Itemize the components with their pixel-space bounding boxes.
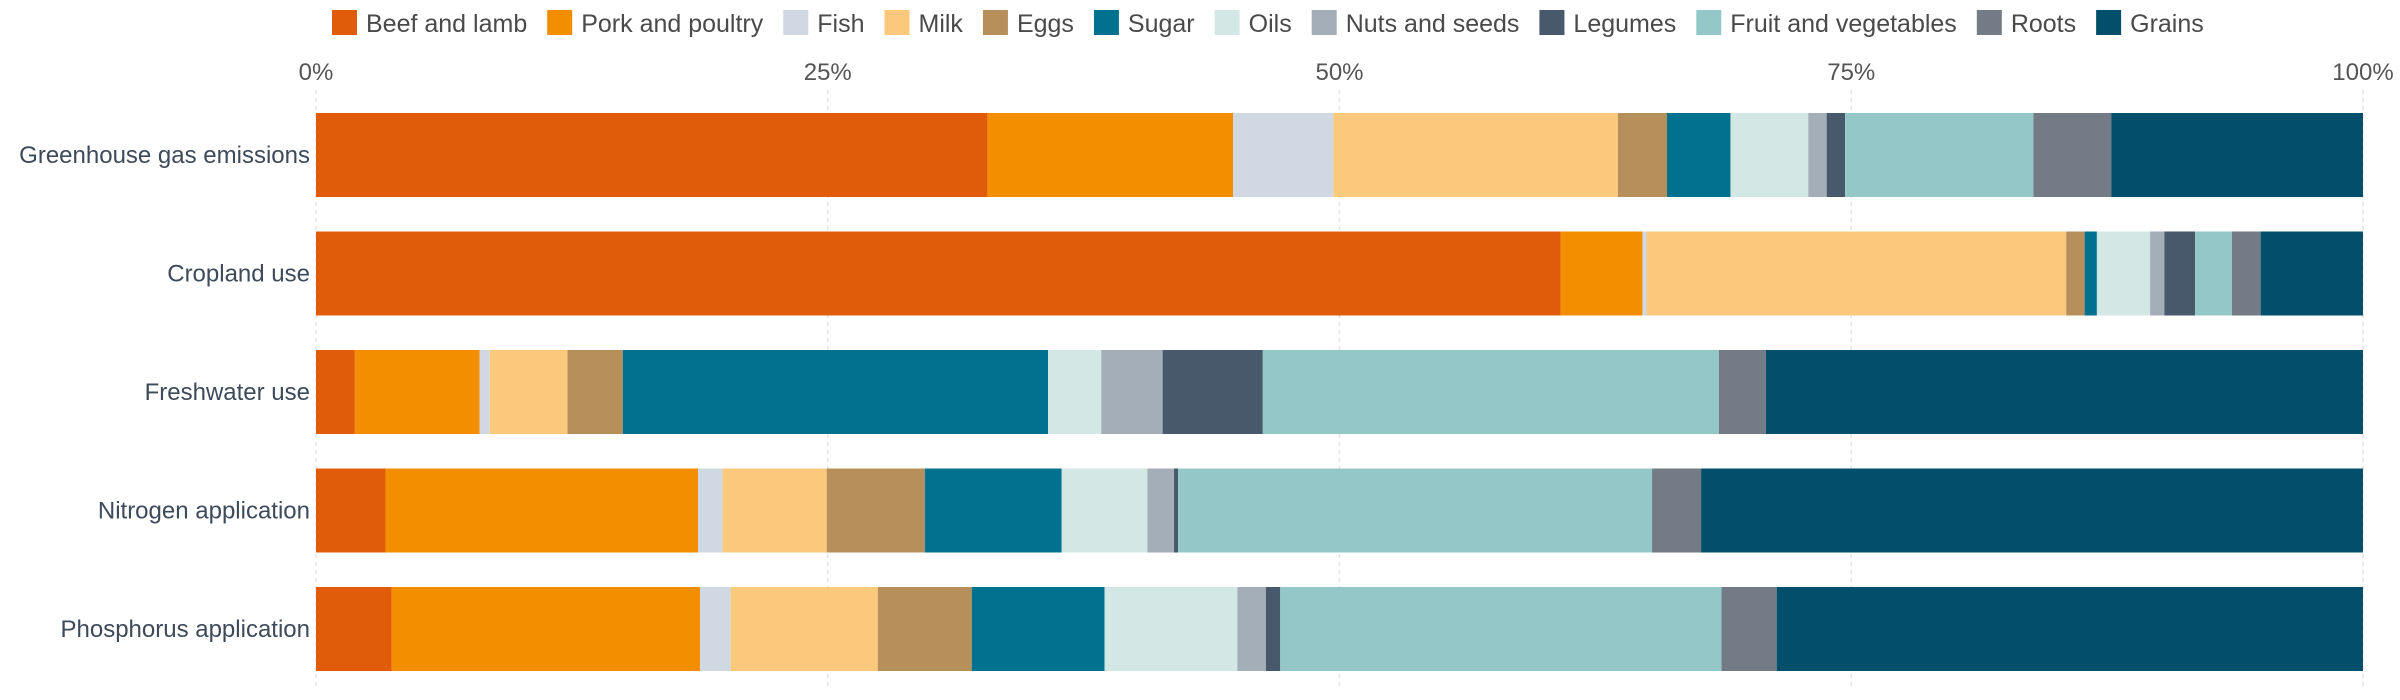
bar-segment <box>567 350 623 434</box>
bar-segment <box>971 587 1105 671</box>
bar-segment <box>1174 468 1179 553</box>
bar-segment <box>479 350 490 434</box>
bar-segment <box>1061 468 1148 553</box>
x-tick-label: 0% <box>299 59 334 86</box>
legend-label: Legumes <box>1573 10 1676 38</box>
bar-segment <box>316 113 988 197</box>
bar-segment <box>1808 113 1827 197</box>
category-label: Cropland use <box>167 261 310 288</box>
legend-swatch <box>1214 10 1240 35</box>
bar-segment <box>700 587 731 671</box>
legend-label: Beef and lamb <box>366 10 527 38</box>
bar-segment <box>1765 350 2363 434</box>
bar-segment <box>489 350 568 434</box>
legend-label: Oils <box>1249 10 1292 38</box>
bar-segment <box>1845 113 2034 197</box>
bar-segment <box>1646 231 2067 316</box>
bar-segment <box>1730 113 1809 197</box>
bar-segment <box>877 587 972 671</box>
legend-swatch <box>1696 10 1722 35</box>
x-axis-ticks: 0% 25% 50% 75% 100% <box>299 59 2394 86</box>
legend-swatch <box>783 10 809 35</box>
bar-segment <box>2150 231 2165 316</box>
category-label: Greenhouse gas emissions <box>19 142 310 169</box>
legend-label: Fish <box>817 10 864 38</box>
bar-segment <box>730 587 878 671</box>
bar-segment <box>1642 231 1647 316</box>
bar-segment <box>1652 468 1702 553</box>
bar-segment <box>1162 350 1263 434</box>
bar-segment <box>2096 231 2151 316</box>
bar-segment <box>1333 113 1618 197</box>
bars <box>316 113 2363 671</box>
bar-segment <box>316 468 386 553</box>
x-tick-label: 75% <box>1827 59 1875 86</box>
bar-segment <box>2231 231 2261 316</box>
bar-segment <box>826 468 925 553</box>
category-labels: Greenhouse gas emissions Cropland use Fres… <box>19 142 310 643</box>
bar-segment <box>316 350 355 434</box>
legend-swatch <box>982 10 1008 35</box>
legend-swatch <box>1539 10 1565 35</box>
bar-segment <box>2066 231 2085 316</box>
bar-segment <box>2195 231 2232 316</box>
bar-segment <box>987 113 1234 197</box>
legend-swatch <box>332 10 357 35</box>
bar-segment <box>722 468 827 553</box>
legend-label: Eggs <box>1017 10 1074 38</box>
category-label: Phosphorus application <box>60 616 310 643</box>
bar-segment <box>1617 113 1668 197</box>
bar-segment <box>1718 350 1766 434</box>
legend-swatch <box>547 10 573 35</box>
legend-label: Sugar <box>1128 10 1195 38</box>
bar-segment <box>1560 231 1643 316</box>
category-label: Nitrogen application <box>98 498 310 525</box>
bar-segment <box>1233 113 1334 197</box>
bar-segment <box>316 587 392 671</box>
category-label: Freshwater use <box>145 379 310 406</box>
legend-swatch <box>1311 10 1337 35</box>
bar-segment <box>2164 231 2196 316</box>
bar-segment <box>1776 587 2363 671</box>
legend-label: Fruit and vegetables <box>1730 10 1957 38</box>
bar-segment <box>698 468 723 553</box>
x-tick-label: 25% <box>804 59 852 86</box>
legend: Beef and lamb Pork and poultry Fish Milk Egg… <box>332 10 2204 38</box>
legend-label: Grains <box>2130 10 2204 38</box>
bar-segment <box>1262 350 1719 434</box>
legend-swatch <box>1976 10 2002 35</box>
bar-segment <box>1048 350 1102 434</box>
bar-segment <box>1667 113 1731 197</box>
bar-segment <box>2260 231 2363 316</box>
bar-segment <box>622 350 1049 434</box>
legend-label: Nuts and seeds <box>1346 10 1520 38</box>
bar-segment <box>2033 113 2112 197</box>
bar-segment <box>1721 587 1777 671</box>
bar-segment <box>2111 113 2363 197</box>
bar-segment <box>924 468 1062 553</box>
bar-segment <box>1237 587 1266 671</box>
x-tick-label: 100% <box>2332 59 2393 86</box>
bar-segment <box>385 468 699 553</box>
bar-segment <box>1101 350 1163 434</box>
bar-segment <box>1280 587 1722 671</box>
bar-segment <box>1104 587 1238 671</box>
bar-segment <box>316 231 1561 316</box>
bar-segment <box>2084 231 2097 316</box>
bar-segment <box>391 587 701 671</box>
bar-segment <box>1147 468 1175 553</box>
legend-label: Roots <box>2011 10 2076 38</box>
bar-segment <box>354 350 480 434</box>
bar-segment <box>1826 113 1846 197</box>
legend-swatch <box>2096 10 2122 35</box>
bar-segment <box>1265 587 1281 671</box>
legend-label: Milk <box>919 10 964 38</box>
legend-label: Pork and poultry <box>581 10 764 38</box>
legend-swatch <box>1093 10 1119 35</box>
legend-swatch <box>884 10 910 35</box>
x-tick-label: 50% <box>1315 59 1363 86</box>
bar-segment <box>1178 468 1653 553</box>
bar-segment <box>1701 468 2363 553</box>
